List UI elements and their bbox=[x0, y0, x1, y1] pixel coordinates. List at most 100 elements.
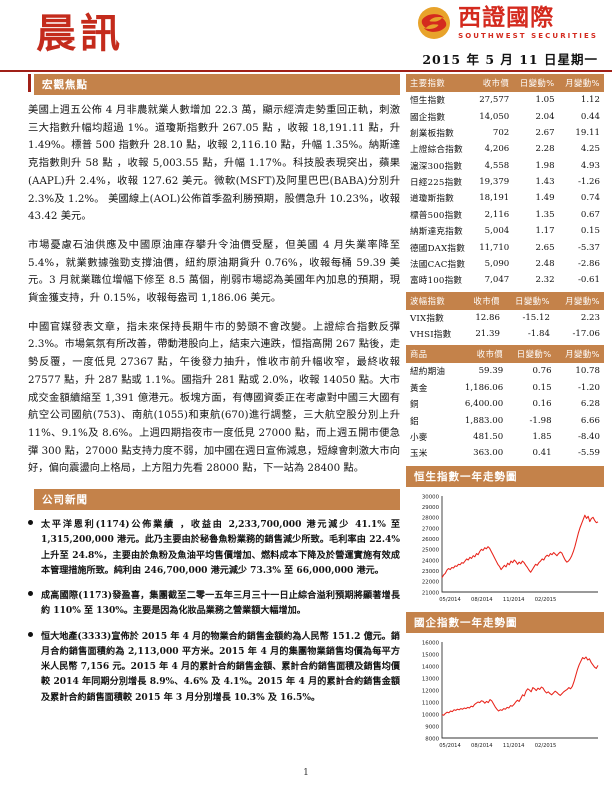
left-accent-bar bbox=[28, 74, 31, 92]
svg-text:05/2014: 05/2014 bbox=[439, 743, 461, 749]
table-row: VHSI指數 21.39 -1.84 -17.06 bbox=[406, 326, 604, 342]
svg-text:10000: 10000 bbox=[422, 712, 440, 718]
cell-value: -5.59 bbox=[577, 448, 600, 459]
row-label: VIX指數 bbox=[410, 313, 444, 324]
cell-value: 1,186.06 bbox=[464, 382, 504, 393]
header-divider bbox=[0, 70, 612, 72]
svg-text:02/2015: 02/2015 bbox=[535, 597, 557, 603]
column-header: 日變動% bbox=[513, 74, 559, 92]
macro-paragraph: 中國官媒發表文章，指未來保持長期牛市的勢頭不會改變。上證綜合指數反彈 2.3%。… bbox=[28, 320, 400, 475]
table-row: VIX指數 12.86 -15.12 2.23 bbox=[406, 310, 604, 326]
cell-value: 27,577 bbox=[479, 95, 510, 106]
svg-text:16000: 16000 bbox=[422, 640, 440, 646]
cell-value: -0.61 bbox=[577, 275, 600, 286]
cell-value: 6,400.00 bbox=[464, 399, 504, 410]
cell-value: 1.85 bbox=[532, 431, 552, 442]
cell-value: 2,116 bbox=[484, 209, 510, 220]
svg-text:15000: 15000 bbox=[422, 652, 440, 658]
southwest-securities-circle-logo bbox=[417, 6, 451, 40]
cell-value: 19,379 bbox=[479, 177, 510, 188]
svg-text:21000: 21000 bbox=[422, 590, 440, 596]
cell-value: 12.86 bbox=[475, 312, 500, 323]
data-table: 商品 收市價 日變動% 月變動% 紐約期油 59.39 0.76 10.78 黃金 1,186.0… bbox=[406, 345, 604, 461]
row-label: 鋁 bbox=[410, 416, 419, 427]
cell-value: -15.12 bbox=[522, 312, 550, 323]
cell-value: 1.49 bbox=[535, 193, 555, 204]
table-row: 恒生指數 27,577 1.05 1.12 bbox=[406, 92, 604, 108]
body-columns: 宏觀焦點 美國上週五公佈 4 月非農就業人數增加 22.3 萬，顯示經濟走勢重回… bbox=[0, 74, 612, 774]
svg-text:27000: 27000 bbox=[422, 526, 440, 532]
cell-value: 2.23 bbox=[580, 312, 600, 323]
chart-block: 恒生指數一年走勢圖 21000 22000 23000 24000 25000 26000 2… bbox=[406, 465, 604, 608]
cell-value: 7,047 bbox=[484, 275, 510, 286]
cell-value: 59.39 bbox=[478, 366, 504, 377]
cell-value: 4,206 bbox=[484, 144, 510, 155]
svg-text:14000: 14000 bbox=[422, 664, 440, 670]
cell-value: 1.35 bbox=[535, 209, 555, 220]
cell-value: 0.41 bbox=[532, 448, 552, 459]
chart-block: 國企指數一年走勢圖 8000 9000 10000 11000 12000 13000 140… bbox=[406, 611, 604, 754]
svg-text:08/2014: 08/2014 bbox=[471, 597, 493, 603]
table-row: 富時100指數 7,047 2.32 -0.61 bbox=[406, 272, 604, 288]
table-row: 法國CAC指數 5,090 2.48 -2.86 bbox=[406, 256, 604, 272]
cell-value: -1.20 bbox=[577, 382, 600, 393]
cell-value: 2.28 bbox=[535, 144, 555, 155]
cell-value: 6.66 bbox=[580, 415, 600, 426]
trend-charts: 恒生指數一年走勢圖 21000 22000 23000 24000 25000 26000 2… bbox=[406, 465, 604, 754]
row-label: 日經225指數 bbox=[410, 178, 463, 189]
cell-value: 2.67 bbox=[535, 127, 555, 138]
table-row: 上證綜合指數 4,206 2.28 4.25 bbox=[406, 141, 604, 157]
svg-text:8000: 8000 bbox=[425, 736, 439, 742]
cell-value: 14,050 bbox=[479, 111, 510, 122]
svg-text:11/2014: 11/2014 bbox=[503, 597, 525, 603]
table-row: 創業板指數 702 2.67 19.11 bbox=[406, 125, 604, 141]
column-header: 收市價 bbox=[472, 74, 514, 92]
cell-value: 4.93 bbox=[580, 160, 600, 171]
cell-value: 11,710 bbox=[479, 242, 510, 253]
svg-text:05/2014: 05/2014 bbox=[439, 597, 461, 603]
news-item-text: 成高國際(1173)發盈喜，集團截至二零一五年三月三十一日止綜合溢利預期將顯著增… bbox=[41, 590, 400, 617]
cell-value: 6.28 bbox=[580, 399, 600, 410]
svg-text:02/2015: 02/2015 bbox=[535, 743, 557, 749]
svg-text:11/2014: 11/2014 bbox=[503, 743, 525, 749]
cell-value: 0.15 bbox=[580, 226, 600, 237]
column-header: 收市價 bbox=[463, 291, 504, 310]
table-row: 銅 6,400.00 0.16 6.28 bbox=[406, 396, 604, 412]
right-column: 主要指數 收市價 日變動% 月變動% 恒生指數 27,577 1.05 1.12 國企指數 14,… bbox=[406, 74, 604, 754]
svg-text:12000: 12000 bbox=[422, 688, 440, 694]
column-header: 日變動% bbox=[507, 345, 556, 364]
cell-value: -1.26 bbox=[577, 177, 600, 188]
column-header: 月變動% bbox=[555, 345, 604, 364]
column-header: 收市價 bbox=[454, 345, 508, 364]
column-header: 月變動% bbox=[558, 74, 604, 92]
table-row: 玉米 363.00 0.41 -5.59 bbox=[406, 445, 604, 461]
cell-value: 1.05 bbox=[535, 95, 555, 106]
bullet-icon bbox=[28, 520, 33, 526]
row-label: 滬深300指數 bbox=[410, 161, 463, 172]
svg-text:25000: 25000 bbox=[422, 547, 440, 553]
macro-paragraph: 市場憂慮石油供應及中國原油庫存攀升令油價受壓，但美國 4 月失業率降至 5.4%… bbox=[28, 238, 400, 305]
table-row: 紐約期油 59.39 0.76 10.78 bbox=[406, 363, 604, 379]
data-table: 主要指數 收市價 日變動% 月變動% 恒生指數 27,577 1.05 1.12 國企指數 14,… bbox=[406, 74, 604, 289]
brand-name-en: SOUTHWEST SECURITIES bbox=[458, 31, 598, 40]
svg-text:23000: 23000 bbox=[422, 568, 440, 574]
news-item-text: 太平洋恩利(1174)公佈業績 ，收益由 2,233,700,000 港元減少 … bbox=[41, 519, 400, 576]
column-header: 波幅指數 bbox=[406, 291, 464, 310]
cell-value: -2.86 bbox=[577, 258, 600, 269]
column-header: 月變動% bbox=[553, 291, 604, 310]
table-row: 滬深300指數 4,558 1.98 4.93 bbox=[406, 158, 604, 174]
cell-value: 702 bbox=[492, 127, 510, 138]
row-label: 法國CAC指數 bbox=[410, 259, 466, 270]
table-row: 黃金 1,186.06 0.15 -1.20 bbox=[406, 380, 604, 396]
row-label: 富時100指數 bbox=[410, 276, 463, 287]
svg-text:28000: 28000 bbox=[422, 515, 440, 521]
row-label: 德國DAX指數 bbox=[410, 243, 465, 254]
cell-value: 1.98 bbox=[535, 160, 555, 171]
cell-value: 2.48 bbox=[535, 258, 555, 269]
bullet-icon bbox=[28, 591, 33, 597]
table-row: 國企指數 14,050 2.04 0.44 bbox=[406, 108, 604, 124]
cell-value: 481.50 bbox=[473, 431, 504, 442]
cell-value: 1,883.00 bbox=[464, 415, 504, 426]
news-item: 恒大地產(3333)宣佈於 2015 年 4 月的物業合約銷售金額約為人民幣 1… bbox=[28, 629, 400, 705]
